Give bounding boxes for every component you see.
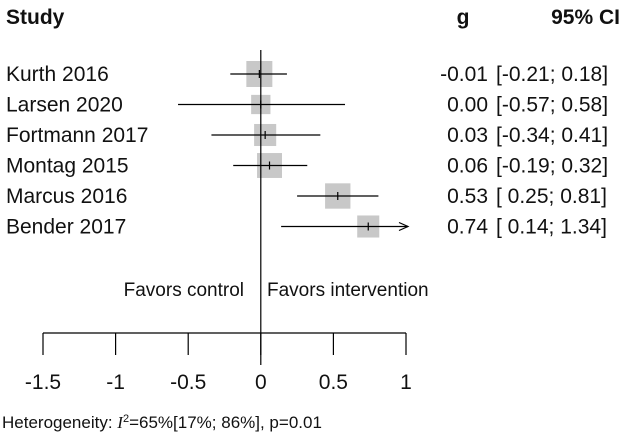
effect-value: -0.01 [440, 63, 488, 86]
ci-value: [-0.21; 0.18] [496, 63, 608, 86]
study-label: Bender 2017 [6, 216, 126, 239]
ci-value: [-0.19; 0.32] [496, 155, 608, 178]
effect-value: 0.74 [447, 216, 488, 239]
study-row: Marcus 2016 0.53 [ 0.25; 0.81] [6, 183, 607, 209]
ci-arrow [398, 221, 410, 232]
favors-control-label: Favors control [124, 280, 244, 301]
ci-value: [-0.34; 0.41] [496, 124, 608, 147]
ci-value: [ 0.14; 1.34] [496, 216, 607, 239]
x-axis: -1.5 -1 -0.5 0 0.5 1 [25, 332, 412, 394]
effect-value: 0.00 [447, 94, 488, 117]
effect-value: 0.06 [447, 155, 488, 178]
x-tick-label: -1 [106, 371, 125, 394]
ci-value: [ 0.25; 0.81] [496, 185, 607, 208]
study-label: Montag 2015 [6, 155, 129, 178]
study-label: Larsen 2020 [6, 94, 123, 117]
x-tick-label: 0.5 [319, 371, 348, 394]
study-label: Kurth 2016 [6, 63, 109, 86]
x-tick-label: -1.5 [25, 371, 61, 394]
study-label: Fortmann 2017 [6, 124, 148, 147]
x-tick-label: 1 [400, 371, 412, 394]
study-row: Fortmann 2017 0.03 [-0.34; 0.41] [6, 123, 608, 147]
study-row: Kurth 2016 -0.01 [-0.21; 0.18] [6, 61, 608, 87]
favors-intervention-label: Favors intervention [267, 280, 429, 301]
study-label: Marcus 2016 [6, 185, 127, 208]
column-header-study: Study [6, 6, 65, 29]
study-row: Larsen 2020 0.00 [-0.57; 0.58] [6, 94, 608, 117]
effect-value: 0.53 [447, 185, 488, 208]
study-row: Bender 2017 0.74 [ 0.14; 1.34] [6, 215, 607, 239]
ci-value: [-0.57; 0.58] [496, 94, 608, 117]
x-tick-label: -0.5 [170, 371, 206, 394]
study-row: Montag 2015 0.06 [-0.19; 0.32] [6, 153, 608, 178]
column-header-ci: 95% CI [551, 6, 620, 29]
study-rows: Kurth 2016 -0.01 [-0.21; 0.18] Larsen 2020 0… [6, 61, 608, 239]
x-tick-label: 0 [255, 371, 267, 394]
heterogeneity-text: Heterogeneity: I2=65%[17%; 86%], p=0.01 [2, 413, 322, 432]
effect-value: 0.03 [447, 124, 488, 147]
column-header-g: g [457, 6, 470, 29]
